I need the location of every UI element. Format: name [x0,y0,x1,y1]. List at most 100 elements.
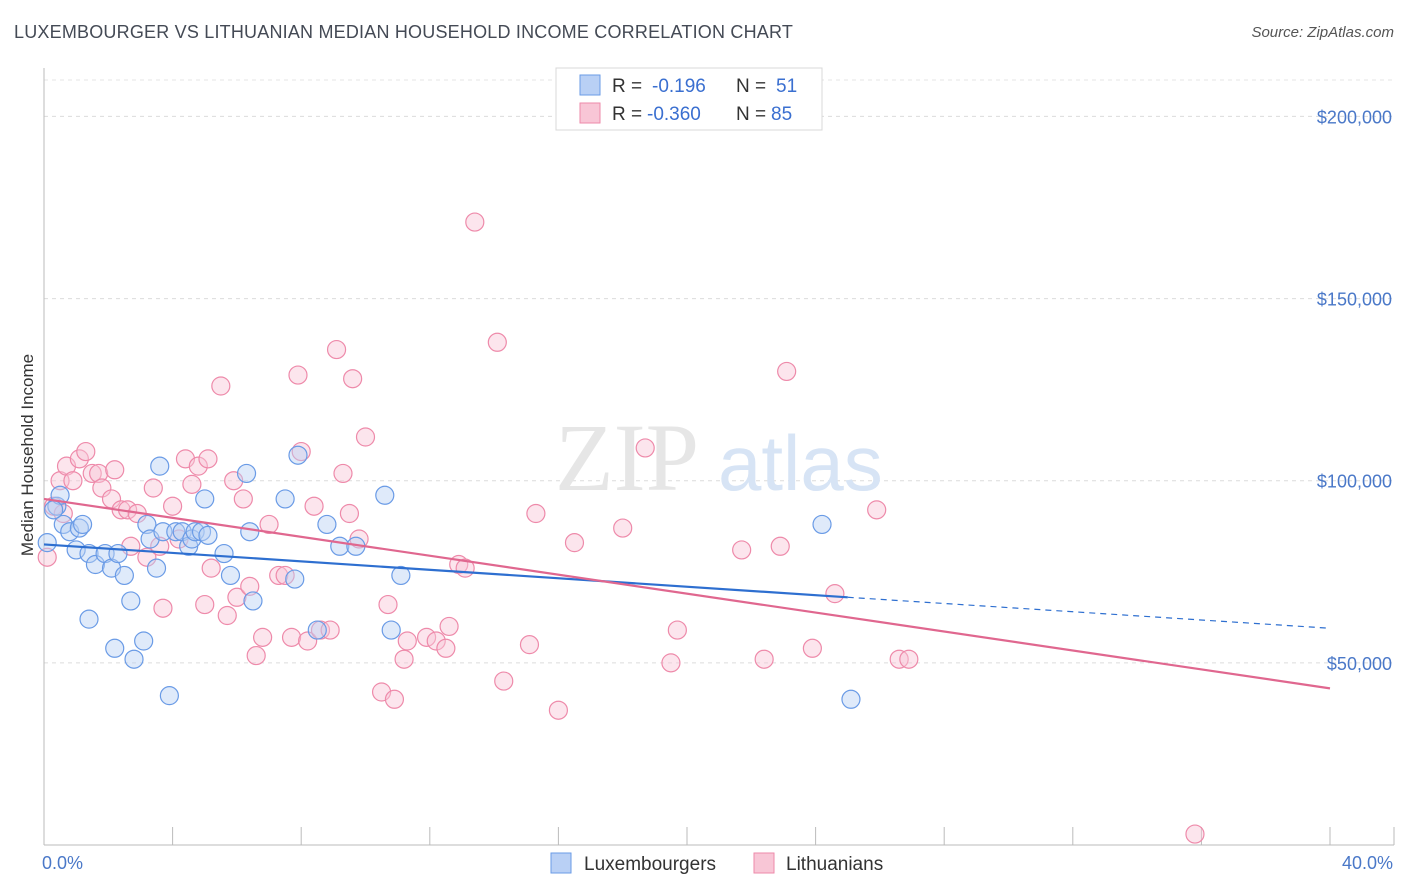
lithuanians-point-0 [37,547,57,567]
luxembourgers-point-45 [381,620,401,640]
x-tick-label-1: 40.0% [1342,853,1393,873]
y-tick-label-3: $200,000 [1317,107,1392,127]
legend-luxembourgers-swatch [550,852,572,874]
legend-swatch-blue [579,74,601,96]
lithuanians-point-34 [246,645,266,666]
lithuanians-point-39 [281,627,302,647]
correlation-legend: R = -0.196 N = 51 R = -0.360 N = 85 [555,67,823,131]
y-tick-label-1: $100,000 [1317,472,1392,492]
lithuanians-point-11 [105,460,125,480]
luxembourgers-point-50 [220,565,241,586]
luxembourgers-point-32 [214,543,234,564]
lithuanians-point-58 [426,631,446,651]
luxembourgers-point-9 [85,554,106,575]
luxembourgers-point-16 [121,591,141,611]
legend-n-label-1: N = [736,76,766,97]
lithuanians-point-68 [548,700,569,720]
legend-lithuanians-swatch [753,852,775,874]
legend-r-value-1: -0.196 [652,76,706,97]
luxembourgers-point-14 [79,609,99,629]
lithuanians-point-83 [1185,824,1205,844]
chart-title: LUXEMBOURGER VS LITHUANIAN MEDIAN HOUSEH… [14,22,794,42]
luxembourgers-point-8 [79,543,99,564]
luxembourgers-point-39 [288,445,308,465]
lithuanians-point-75 [754,649,774,669]
luxembourgers-point-49 [44,500,64,520]
lithuanians-point-48 [339,503,360,524]
luxembourgers-point-35 [240,522,260,542]
source-label: Source: ZipAtlas.com [1251,24,1394,41]
lithuanians-point-46 [326,339,347,360]
luxembourgers-point-42 [330,536,350,556]
lithuanians-point-5 [69,449,89,469]
lithuanians-point-80 [867,500,887,520]
axes [43,68,1395,846]
luxembourgers-point-22 [150,456,170,476]
lithuanians-point-6 [76,441,96,462]
lithuanians-point-41 [291,441,311,462]
lithuanians-point-36 [259,514,279,535]
legend-n-value-2: 85 [771,104,792,125]
legend-r-label-2: R = [612,104,642,125]
watermark-zip: ZIP [555,404,699,511]
luxembourgers-point-30 [195,489,215,509]
lithuanians-point-25 [195,594,215,615]
legend-r-label-1: R = [612,76,642,97]
lithuanians-point-70 [613,518,633,538]
lithuanians-point-54 [384,689,405,709]
luxembourgers-points [37,445,861,709]
lithuanians-point-26 [198,449,218,469]
lithuanians-point-63 [465,212,485,232]
luxembourgers-point-36 [243,591,263,611]
lithuanians-point-78 [802,638,822,658]
lithuanians-point-65 [494,671,514,691]
luxembourgers-point-15 [105,638,125,658]
lithuanians-point-31 [227,587,247,607]
lithuanians-point-84 [53,503,73,524]
lithuanians-point-64 [487,332,507,352]
lithuanians-point-28 [211,376,231,396]
lithuanians-point-27 [201,558,221,578]
legend-n-label-2: N = [736,104,766,125]
lithuanians-point-49 [343,369,363,389]
legend-swatch-pink [579,102,601,124]
legend-lithuanians-label: Lithuanians [786,854,883,875]
lithuanians-point-20 [163,496,183,516]
lithuanians-point-38 [275,565,295,586]
lithuanians-point-24 [188,456,208,476]
luxembourgers-point-0 [37,533,57,553]
lithuanians-point-67 [526,503,546,524]
lithuanians-point-8 [89,463,109,484]
lithuanians-point-7 [82,463,102,484]
lithuanians-point-69 [564,533,585,553]
lithuanians-point-43 [304,496,324,516]
lithuanians-point-35 [253,627,273,647]
lithuanians-point-55 [394,649,414,669]
lithuanians-point-81 [889,649,909,669]
luxembourgers-point-12 [108,543,128,564]
watermark: ZIP atlas [555,404,883,511]
luxembourgers-point-19 [137,514,157,535]
lithuanians-point-17 [143,478,163,498]
lithuanians-trend-line [43,497,1331,690]
y-axis-label: Median Household Income [18,354,37,556]
lithuanians-point-42 [298,631,318,651]
y-tick-label-0: $50,000 [1327,654,1392,674]
lithuanians-point-40 [288,365,308,385]
trend-lines [43,497,1331,690]
luxembourgers-point-33 [159,686,179,706]
lithuanians-point-19 [153,598,173,618]
lithuanians-points [37,212,1205,844]
luxembourgers-point-18 [134,631,154,651]
lithuanians-point-59 [436,638,456,658]
lithuanians-point-73 [667,620,687,640]
lithuanians-point-51 [355,427,376,447]
luxembourgers-point-28 [185,522,205,542]
lithuanians-point-60 [439,616,459,637]
luxembourgers-point-41 [317,514,337,535]
lithuanians-point-57 [416,627,437,647]
lithuanians-point-77 [777,361,797,382]
lithuanians-point-53 [378,594,398,615]
luxembourgers-point-44 [375,485,395,505]
